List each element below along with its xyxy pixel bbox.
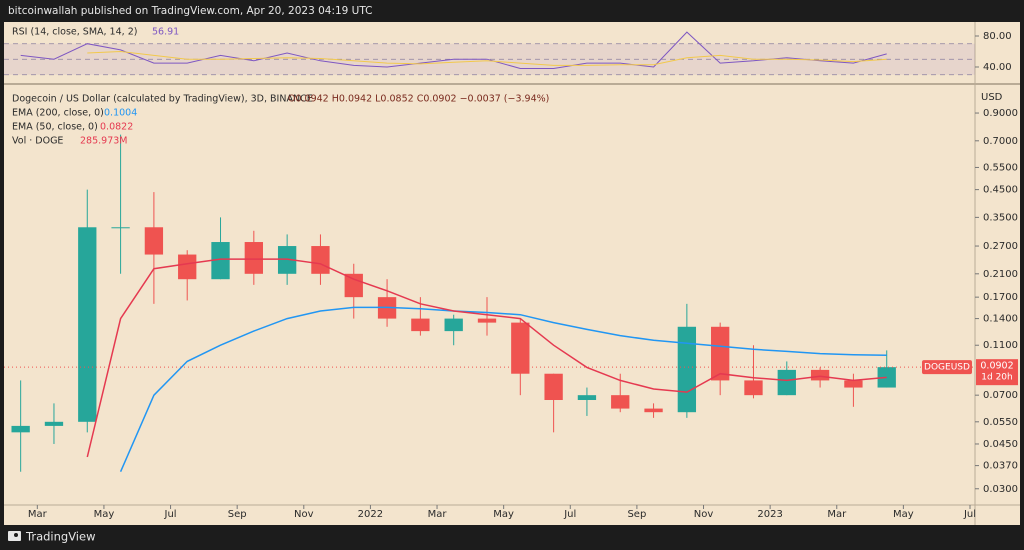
candle-body <box>744 380 763 396</box>
candle-body <box>11 425 30 433</box>
candle-body <box>877 367 896 388</box>
candle-body <box>544 373 563 401</box>
x-tick-label: Jul <box>963 509 976 520</box>
x-tick-label: Jul <box>563 509 576 520</box>
x-tick-label: Jul <box>164 509 177 520</box>
ohlc-legend: O0.0942 H0.0942 L0.0852 C0.0902 −0.0037 … <box>288 94 549 105</box>
y-tick-label: 0.0450 <box>983 439 1018 450</box>
ticker-tag-box <box>922 360 972 375</box>
candle-body <box>244 242 263 274</box>
ema50-legend: EMA (50, close, 0) <box>12 122 98 133</box>
rsi-title: RSI (14, close, SMA, 14, 2) <box>12 27 137 38</box>
series-line <box>20 31 887 69</box>
rsi-pane: 80.00 40.00 <box>4 31 1012 76</box>
candle-body <box>111 227 130 229</box>
y-tick-label: 0.0300 <box>983 484 1018 495</box>
candle-body <box>711 326 730 381</box>
y-tick-label: 0.1700 <box>983 292 1018 303</box>
x-tick-label: Mar <box>428 509 448 520</box>
candle-body <box>44 421 64 426</box>
price-tag: 0.0902 <box>980 361 1013 372</box>
brand-logo <box>8 531 21 541</box>
candle-body <box>577 395 597 401</box>
price-axis-unit: USD <box>981 92 1003 103</box>
x-tick-label: May <box>94 509 115 520</box>
brand-name: TradingView <box>25 530 95 544</box>
x-tick-label: Mar <box>28 509 48 520</box>
candle-body <box>277 246 297 274</box>
candle-body <box>844 380 863 388</box>
chart-panel <box>4 22 1020 525</box>
volume-value: 285.973M <box>80 136 127 147</box>
y-tick-label: 0.1400 <box>983 314 1018 325</box>
x-tick-label: May <box>493 509 514 520</box>
y-tick-label: 0.2700 <box>983 241 1018 252</box>
symbol-legend: Dogecoin / US Dollar (calculated by Trad… <box>12 94 313 105</box>
y-tick-label: 0.1100 <box>983 340 1018 351</box>
ema50-value: 0.0822 <box>100 122 133 133</box>
y-tick-label: 0.4500 <box>983 185 1018 196</box>
y-tick-label: 40.00 <box>983 62 1012 73</box>
price-tag-box <box>976 359 1018 386</box>
y-tick-label: 0.5500 <box>983 162 1018 173</box>
candle-body <box>344 273 363 298</box>
candle-body <box>677 326 697 413</box>
price-pane: 0.9000 0.7000 0.5500 0.4500 0.3500 0.2700 0.21… <box>4 108 1018 520</box>
x-tick-label: Sep <box>228 509 247 520</box>
series-line <box>119 306 887 472</box>
candle-body <box>411 318 430 332</box>
y-tick-label: 0.2100 <box>983 269 1018 280</box>
x-tick-label: Mar <box>827 509 847 520</box>
candle-body <box>178 254 197 280</box>
x-tick-label: Nov <box>694 509 714 520</box>
y-tick-label: 0.7000 <box>983 136 1018 147</box>
candle-body <box>611 395 630 409</box>
rsi-value: 56.91 <box>152 27 179 38</box>
candle-body <box>511 322 530 374</box>
countdown: 1d 20h <box>981 373 1012 383</box>
volume-legend: Vol · DOGE <box>12 136 63 147</box>
publisher-line: bitcoinwallah published on TradingView.c… <box>8 5 373 17</box>
y-tick-label: 80.00 <box>983 31 1012 42</box>
candle-body <box>144 227 164 255</box>
x-tick-label: 2023 <box>757 509 782 520</box>
ticker-tag: DOGEUSD <box>924 363 970 373</box>
y-tick-label: 0.0370 <box>983 461 1018 472</box>
candle-body <box>311 246 330 274</box>
y-tick-label: 0.3500 <box>983 212 1018 223</box>
candle-body <box>211 242 230 280</box>
rsi-band-fill <box>4 43 975 75</box>
candle-body <box>444 318 463 332</box>
y-tick-label: 0.0550 <box>983 417 1018 428</box>
series-line <box>86 258 887 458</box>
x-tick-label: May <box>893 509 914 520</box>
candle-body <box>810 369 830 381</box>
ema200-value: 0.1004 <box>104 108 137 119</box>
x-tick-label: Sep <box>627 509 646 520</box>
candle-body <box>78 227 97 422</box>
x-tick-label: Nov <box>294 509 314 520</box>
y-tick-label: 0.0700 <box>983 390 1018 401</box>
x-tick-label: 2022 <box>358 509 383 520</box>
y-tick-label: 0.9000 <box>983 108 1018 119</box>
candle-body <box>477 318 497 323</box>
candle-body <box>777 369 796 396</box>
series-line <box>87 50 887 66</box>
candle-body <box>644 408 663 413</box>
ema200-legend: EMA (200, close, 0) <box>12 108 104 119</box>
